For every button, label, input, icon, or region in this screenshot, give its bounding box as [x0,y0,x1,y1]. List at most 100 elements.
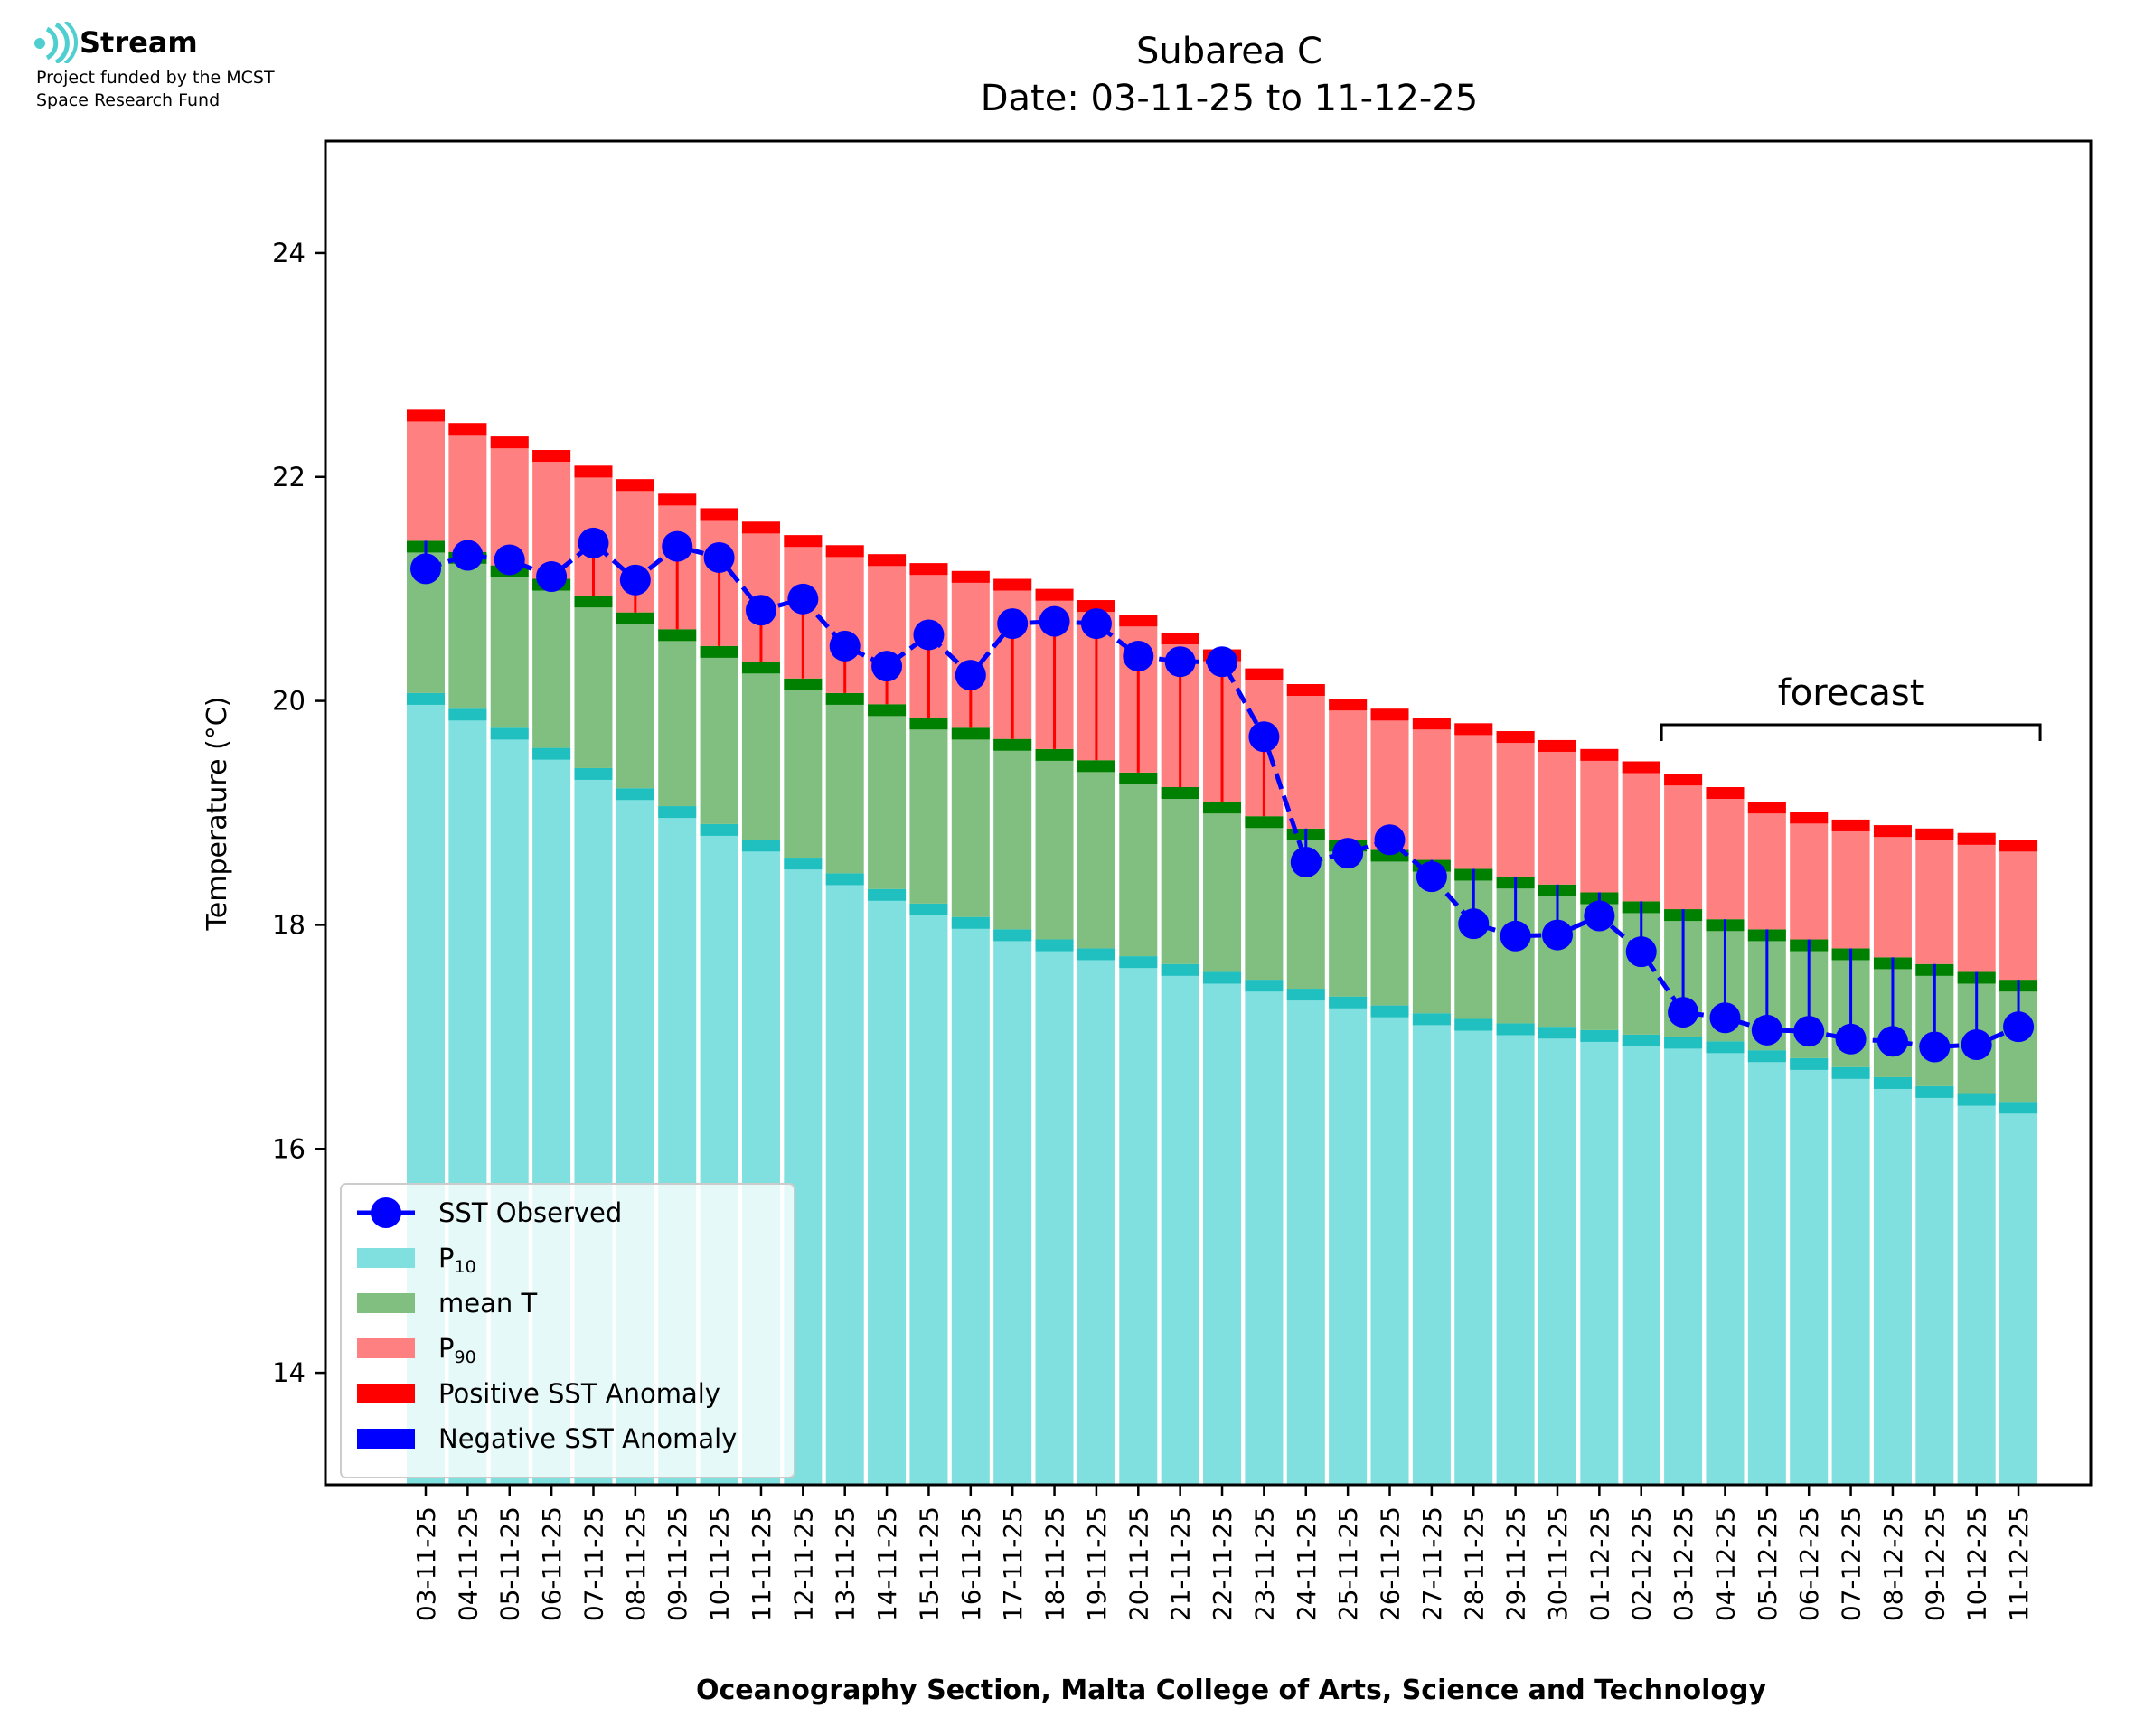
sst-observed-point [2003,1011,2035,1043]
sst-observed-point [1625,936,1657,968]
x-tick-label: 16-11-25 [956,1506,986,1621]
sst-observed-point [1458,908,1490,940]
y-tick-label: 20 [272,686,306,717]
x-tick-label: 19-11-25 [1082,1506,1112,1621]
p10-bar-top [1035,939,1074,952]
p90-bar-top [825,545,864,558]
p10-bar-top [448,708,487,721]
p10-bar-top [951,916,990,929]
p10-bar-top [741,840,780,852]
mean-t-bar-top [825,692,864,705]
mean-t-bar-top [1077,760,1115,773]
p10-bar-top [1412,1013,1451,1026]
x-tick-label: 05-12-25 [1753,1506,1782,1621]
sst-observed-point [1709,1002,1741,1034]
p90-bar [1957,832,1996,972]
p90-bar-top [658,493,697,506]
legend-swatch [357,1429,415,1449]
forecast-annotation: forecast [1660,672,2042,741]
mean-t-bar [532,578,571,748]
sst-observed-point [1332,838,1364,869]
sst-observed-point [1919,1031,1951,1063]
p10-bar-top [1957,1093,1996,1106]
p10-bar [1245,980,1284,1485]
p10-bar [1706,1041,1745,1485]
sst-observed-point [1207,646,1238,678]
p90-bar [1831,819,1870,949]
p90-bar-top [1957,832,1996,845]
p90-bar-top [909,563,948,576]
p90-bar-top [1161,632,1199,644]
p10-bar-top [1999,1102,2038,1114]
p10-bar-top [490,727,529,740]
p90-bar [1706,786,1745,920]
p90-bar [1622,761,1660,902]
p10-bar [1622,1034,1660,1485]
x-tick-label: 09-12-25 [1920,1506,1950,1621]
sst-observed-point [1123,641,1154,672]
sst-observed-point [703,541,735,573]
sst-observed-point [1080,608,1112,640]
p10-bar [1790,1057,1829,1485]
x-tick-label: 11-11-25 [747,1506,776,1621]
sst-observed-point [871,651,903,682]
p10-bar-top [1077,948,1115,961]
p90-bar-top [993,578,1032,591]
logo-line-2: Space Research Fund [36,90,221,110]
mean-t-bar [825,692,864,874]
x-tick-label: 20-11-25 [1124,1506,1153,1621]
sst-observed-point [1584,900,1615,932]
p10-bar-top [868,888,907,901]
p10-bar [1747,1050,1786,1485]
x-tick-label: 03-12-25 [1669,1506,1698,1621]
p10-bar [993,929,1032,1485]
legend-marker-sst-observed [371,1197,401,1228]
p10-bar [1664,1037,1703,1485]
x-tick-label: 08-11-25 [621,1506,651,1621]
p10-bar-top [1496,1023,1535,1036]
sst-observed-point [662,530,693,562]
p90-bar-top [1496,731,1535,744]
p90-bar [1412,718,1451,860]
y-tick-label: 14 [272,1357,306,1388]
mean-t-bar-top [993,738,1032,751]
sst-observed-point [452,540,484,571]
sst-observed-point [1668,997,1699,1028]
p10-bar [1496,1023,1535,1485]
x-tick-label: 04-11-25 [453,1506,483,1621]
p10-bar-top [1747,1050,1786,1063]
x-tick-label: 18-11-25 [1040,1506,1070,1621]
mean-t-bar [1077,760,1115,949]
mean-t-bar [1203,802,1242,972]
y-tick-label: 16 [272,1133,306,1164]
sst-observed-point [1248,721,1280,753]
chart-title: Subarea C [1136,31,1322,72]
p90-bar-top [574,465,613,478]
p90-bar [1286,683,1325,829]
p10-bar-top [1329,996,1368,1009]
sst-observed-layer [410,527,2035,1063]
p90-bar-top [1915,828,1954,840]
sst-observed-point [829,630,861,662]
x-tick-label: 15-11-25 [914,1506,944,1621]
p10-bar-top [532,747,571,760]
p10-bar [1915,1085,1954,1485]
p10-bar-top [1454,1018,1493,1031]
p10-bar [1454,1018,1493,1485]
p10-bar [1077,948,1115,1485]
y-tick-label: 22 [272,462,306,493]
mean-t-bar [658,629,697,807]
sst-observed-point [494,544,525,576]
x-tick-label: 13-11-25 [831,1506,861,1621]
mean-t-bar [1035,748,1074,940]
sst-observed-point [536,561,568,593]
mean-t-bar-top [1245,816,1284,829]
p90-bar-top [1790,812,1829,824]
sst-observed-point [1164,646,1196,678]
p90-bar-top [1035,588,1074,601]
p10-bar-top [1915,1085,1954,1098]
p10-bar [1412,1013,1451,1485]
forecast-bracket [1660,723,2042,741]
x-tick-label: 06-11-25 [537,1506,567,1621]
p90-bar-top [1664,774,1703,786]
